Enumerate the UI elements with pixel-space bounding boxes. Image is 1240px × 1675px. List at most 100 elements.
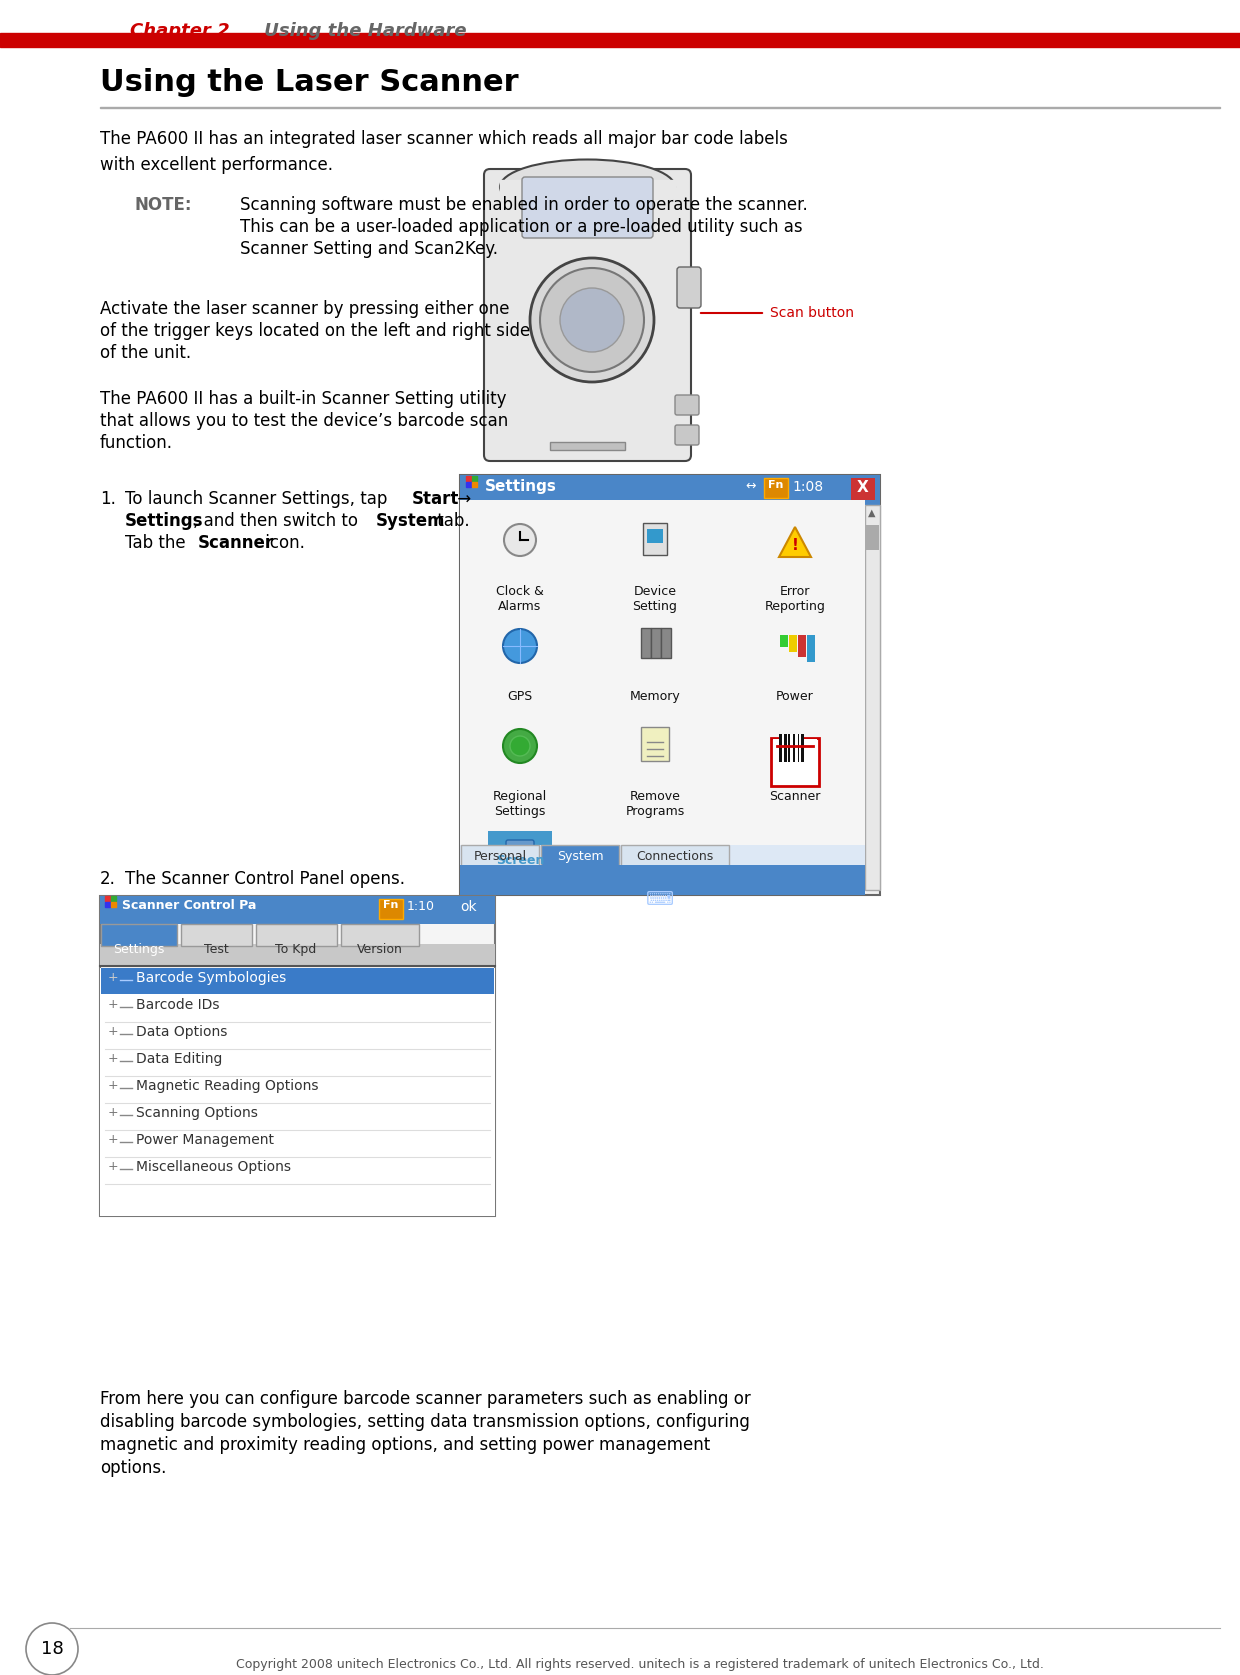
- Text: +: +: [108, 1025, 119, 1038]
- Text: icon.: icon.: [260, 534, 305, 553]
- Text: tab.: tab.: [432, 513, 470, 529]
- Bar: [460, 476, 880, 894]
- Text: +: +: [108, 1052, 119, 1065]
- Text: Scanner Control Pa: Scanner Control Pa: [122, 899, 257, 911]
- Bar: [651, 628, 661, 658]
- Text: , and then switch to: , and then switch to: [193, 513, 363, 529]
- FancyBboxPatch shape: [255, 925, 337, 946]
- Bar: [500, 179, 675, 214]
- FancyBboxPatch shape: [764, 477, 787, 497]
- Circle shape: [529, 258, 653, 382]
- Bar: [771, 739, 818, 786]
- Text: 1:10: 1:10: [407, 899, 435, 913]
- Bar: [773, 739, 817, 782]
- Text: Scan button: Scan button: [770, 307, 854, 320]
- FancyBboxPatch shape: [100, 925, 177, 946]
- FancyBboxPatch shape: [541, 844, 619, 868]
- Text: Version: Version: [357, 943, 403, 956]
- Text: 2.: 2.: [100, 869, 115, 888]
- Text: Scanner: Scanner: [769, 791, 821, 802]
- FancyBboxPatch shape: [851, 477, 875, 501]
- Bar: [795, 734, 799, 762]
- Bar: [866, 504, 880, 889]
- Bar: [472, 476, 477, 481]
- Bar: [779, 734, 782, 762]
- Text: Chapter 2: Chapter 2: [130, 22, 229, 40]
- FancyBboxPatch shape: [461, 844, 539, 868]
- Polygon shape: [779, 528, 811, 558]
- Text: +: +: [108, 1132, 119, 1146]
- Text: +: +: [108, 1106, 119, 1119]
- Bar: [100, 896, 495, 1216]
- Bar: [466, 476, 471, 481]
- Text: Fn: Fn: [769, 481, 784, 491]
- Text: The PA600 II has an integrated laser scanner which reads all major bar code labe: The PA600 II has an integrated laser sca…: [100, 131, 787, 174]
- FancyBboxPatch shape: [341, 925, 419, 946]
- Text: Clock &
Alarms: Clock & Alarms: [496, 585, 544, 613]
- Text: Settings: Settings: [125, 513, 203, 529]
- Bar: [466, 482, 471, 487]
- Text: Magnetic Reading Options: Magnetic Reading Options: [136, 1079, 319, 1094]
- Text: Error
Reporting: Error Reporting: [765, 585, 826, 613]
- Text: Power: Power: [776, 690, 813, 703]
- FancyBboxPatch shape: [675, 395, 699, 415]
- Text: 1.: 1.: [100, 491, 115, 508]
- Text: System: System: [376, 513, 445, 529]
- Bar: [799, 635, 806, 657]
- Bar: [112, 896, 117, 901]
- Text: Settings: Settings: [113, 943, 165, 956]
- Text: Activate the laser scanner by pressing either one: Activate the laser scanner by pressing e…: [100, 300, 510, 318]
- Text: →: →: [453, 491, 471, 508]
- Bar: [644, 523, 667, 554]
- Bar: [112, 903, 117, 906]
- FancyBboxPatch shape: [675, 425, 699, 446]
- Circle shape: [539, 268, 644, 372]
- Circle shape: [26, 1623, 78, 1675]
- Bar: [866, 524, 879, 549]
- Text: Data Editing: Data Editing: [136, 1052, 222, 1065]
- Text: ok: ok: [460, 899, 476, 915]
- Text: From here you can configure barcode scanner parameters such as enabling or: From here you can configure barcode scan…: [100, 1390, 750, 1409]
- Bar: [807, 635, 815, 662]
- Text: Tab the: Tab the: [125, 534, 191, 553]
- Text: Barcode Symbologies: Barcode Symbologies: [136, 971, 286, 985]
- Text: ⌨: ⌨: [646, 889, 675, 910]
- Text: that allows you to test the device’s barcode scan: that allows you to test the device’s bar…: [100, 412, 508, 430]
- Text: Barcode IDs: Barcode IDs: [136, 998, 219, 1012]
- Text: Memory: Memory: [630, 690, 681, 703]
- Bar: [100, 968, 494, 993]
- Bar: [460, 844, 866, 889]
- Text: Connections: Connections: [636, 849, 714, 863]
- Text: Using the Hardware: Using the Hardware: [258, 22, 466, 40]
- Text: Settings: Settings: [485, 479, 557, 494]
- Bar: [661, 628, 671, 658]
- Text: ↔: ↔: [745, 481, 755, 492]
- FancyBboxPatch shape: [484, 169, 691, 461]
- Circle shape: [503, 630, 537, 663]
- Text: System: System: [557, 849, 604, 863]
- Text: Scanner Setting and Scan2Key.: Scanner Setting and Scan2Key.: [241, 240, 498, 258]
- Text: Regional
Settings: Regional Settings: [492, 791, 547, 817]
- Text: Scanning Options: Scanning Options: [136, 1106, 258, 1121]
- Bar: [105, 896, 110, 901]
- Bar: [787, 734, 790, 762]
- Text: To launch Scanner Settings, tap: To launch Scanner Settings, tap: [125, 491, 393, 508]
- FancyBboxPatch shape: [522, 178, 653, 238]
- Text: Start: Start: [412, 491, 459, 508]
- Text: disabling barcode symbologies, setting data transmission options, configuring: disabling barcode symbologies, setting d…: [100, 1414, 750, 1430]
- Text: +: +: [108, 971, 119, 983]
- FancyBboxPatch shape: [379, 899, 403, 920]
- Text: 1:08: 1:08: [792, 481, 823, 494]
- FancyBboxPatch shape: [181, 925, 252, 946]
- Bar: [460, 501, 866, 889]
- Text: Power Management: Power Management: [136, 1132, 274, 1147]
- Text: Miscellaneous Options: Miscellaneous Options: [136, 1161, 291, 1174]
- Bar: [799, 734, 801, 762]
- Circle shape: [510, 735, 529, 755]
- FancyBboxPatch shape: [506, 839, 534, 874]
- Text: NOTE:: NOTE:: [135, 196, 192, 214]
- Text: ▲: ▲: [868, 508, 875, 518]
- Text: The PA600 II has a built-in Scanner Setting utility: The PA600 II has a built-in Scanner Sett…: [100, 390, 506, 409]
- Text: Using the Laser Scanner: Using the Laser Scanner: [100, 69, 518, 97]
- Bar: [460, 864, 866, 894]
